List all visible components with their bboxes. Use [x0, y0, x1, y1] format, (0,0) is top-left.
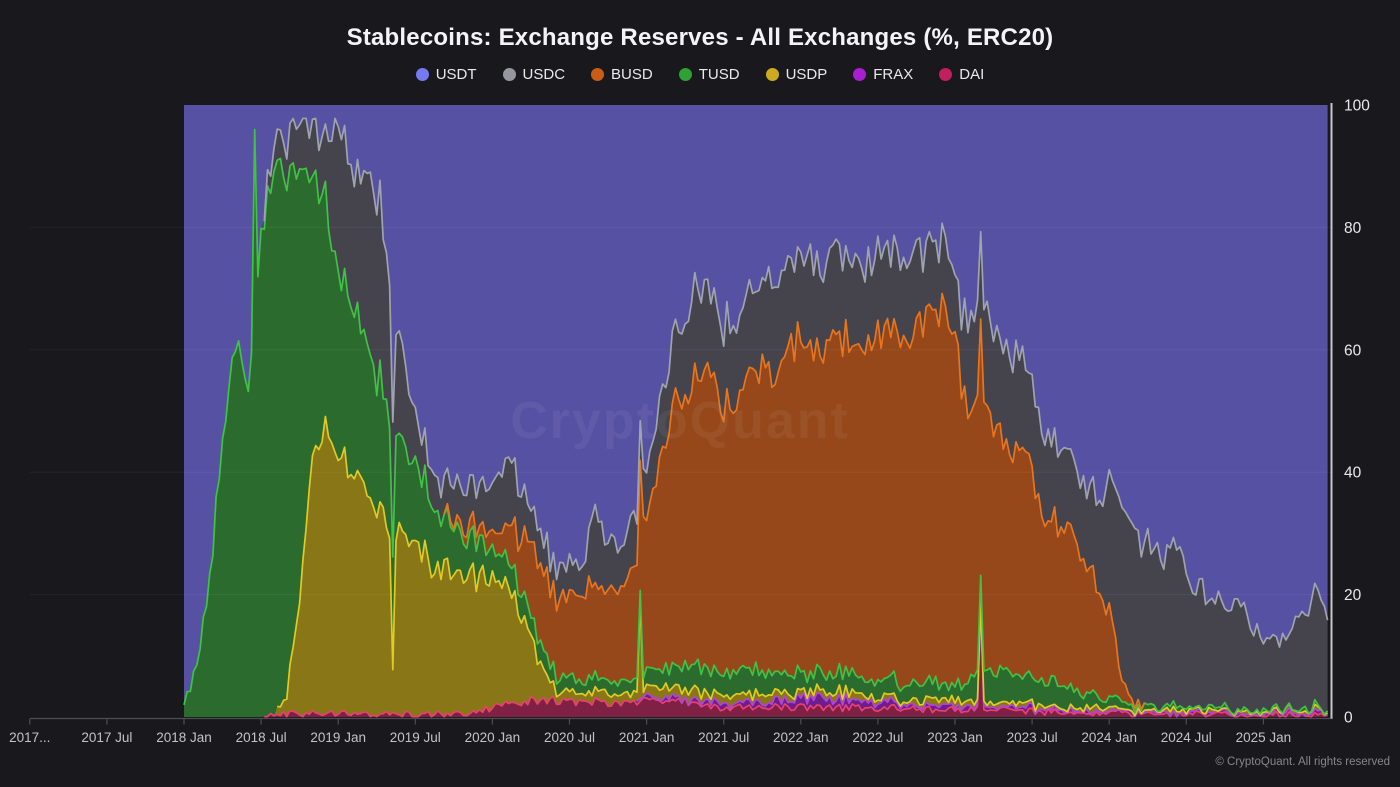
x-tick-label: 2018 Jan: [156, 730, 212, 745]
legend-item-busd[interactable]: BUSD: [591, 66, 653, 83]
chart-title: Stablecoins: Exchange Reserves - All Exc…: [346, 24, 1054, 51]
area-usdc: [184, 118, 1328, 715]
x-tick-label: 2023 Jan: [927, 730, 983, 745]
x-tick-label: 2021 Jan: [619, 730, 675, 745]
legend-item-frax[interactable]: FRAX: [853, 66, 913, 83]
y-tick-label: 0: [1344, 710, 1353, 727]
x-tick-label: 2022 Jul: [852, 730, 903, 745]
tusd-legend-dot-icon: [678, 68, 692, 81]
line-usdc: [263, 117, 1329, 648]
y-tick-label: 100: [1344, 98, 1370, 115]
y-tick-label: 80: [1344, 220, 1362, 237]
legend-item-tusd[interactable]: TUSD: [678, 66, 740, 83]
legend-item-usdc[interactable]: USDC: [502, 66, 566, 83]
copyright-footer: © CryptoQuant. All rights reserved: [1215, 756, 1390, 768]
usdp-legend-dot-icon: [765, 68, 779, 81]
y-tick-label: 20: [1344, 587, 1362, 604]
chart-legend: USDT USDC BUSD TUSD USDP FRAX DAI: [0, 66, 1400, 83]
usdt-legend-dot-icon: [415, 68, 429, 81]
x-tick-label: 2018 Jul: [236, 730, 287, 745]
legend-label: USDC: [522, 66, 566, 83]
line-dai: [264, 605, 1328, 718]
busd-legend-dot-icon: [591, 68, 605, 81]
legend-label: TUSD: [698, 66, 740, 83]
y-tick-label: 40: [1344, 465, 1362, 482]
x-tick-label: 2025 Jan: [1236, 730, 1292, 745]
x-tick-label: 2022 Jan: [773, 730, 829, 745]
x-tick-label: 2024 Jan: [1081, 730, 1137, 745]
x-tick-label: 2019 Jan: [310, 730, 366, 745]
legend-label: BUSD: [611, 66, 653, 83]
x-tick-label: 2020 Jul: [544, 730, 595, 745]
legend-label: USDP: [785, 66, 828, 83]
x-tick-label: 2017 Jul: [81, 730, 132, 745]
area-usdp: [184, 416, 1328, 717]
x-tick-label: 2019 Jul: [390, 730, 441, 745]
area-busd: [184, 129, 1328, 715]
line-tusd: [183, 128, 1329, 716]
x-tick-label: 2023 Jul: [1007, 730, 1058, 745]
dai-legend-dot-icon: [939, 68, 953, 81]
x-tick-label: 2024 Jul: [1161, 730, 1212, 745]
frax-legend-dot-icon: [853, 68, 867, 81]
legend-label: USDT: [435, 66, 477, 83]
area-tusd: [184, 129, 1328, 718]
legend-item-dai[interactable]: DAI: [939, 66, 984, 83]
legend-label: FRAX: [873, 66, 914, 83]
x-tick-label: 2017...: [9, 730, 50, 745]
y-tick-label: 60: [1344, 342, 1362, 359]
usdc-legend-dot-icon: [502, 68, 516, 81]
x-tick-label: 2020 Jan: [465, 730, 521, 745]
area-usdt: [184, 105, 1328, 705]
legend-label: DAI: [959, 66, 985, 83]
line-usdp: [277, 415, 1329, 717]
line-busd: [443, 292, 1146, 711]
cryptoquant-watermark: CryptoQuant: [510, 392, 850, 450]
legend-item-usdp[interactable]: USDP: [765, 66, 828, 83]
x-tick-label: 2021 Jul: [698, 730, 749, 745]
legend-item-usdt[interactable]: USDT: [415, 66, 477, 83]
